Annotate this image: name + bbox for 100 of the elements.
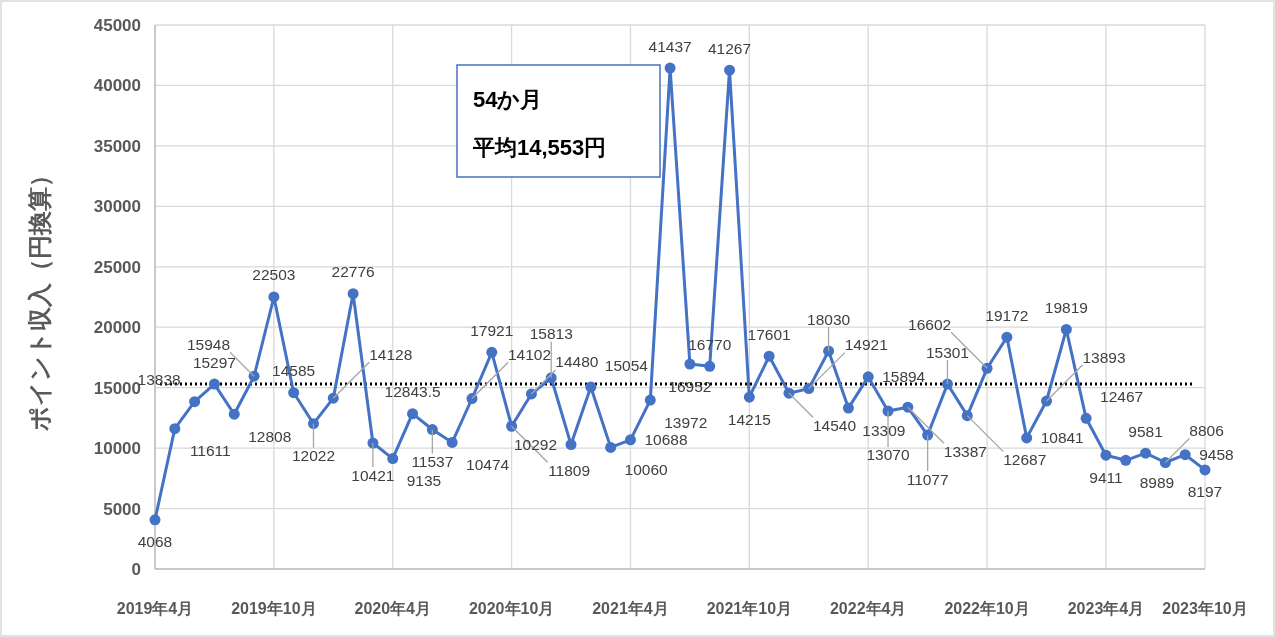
- point: [228, 408, 240, 420]
- data-label: 15894: [882, 368, 926, 386]
- point: [941, 378, 953, 390]
- data-label: 12808: [248, 427, 292, 445]
- note: 54か月 平均14,553円: [456, 64, 661, 178]
- data-label: 8197: [1187, 483, 1223, 501]
- annotation: 平均14,553円: [472, 135, 607, 160]
- point: [1199, 464, 1211, 476]
- point: [1179, 449, 1191, 461]
- data-label: 14215: [727, 410, 771, 428]
- point: [823, 345, 835, 357]
- point: [387, 453, 399, 465]
- point: [407, 408, 419, 420]
- point: [1080, 412, 1092, 424]
- data-label: 14540: [812, 416, 857, 434]
- y-tick-label: 10000: [93, 439, 141, 459]
- data-label: 17921: [470, 321, 514, 339]
- x-tick-label: 2022年10月: [944, 600, 1030, 617]
- point: [624, 434, 636, 446]
- data-label: 15948: [187, 335, 231, 353]
- data-label: 15297: [192, 353, 236, 371]
- point: [724, 64, 736, 76]
- point: [763, 350, 775, 362]
- data-label: 19819: [1044, 298, 1088, 316]
- point: [644, 394, 656, 406]
- data-label: 10841: [1040, 429, 1084, 447]
- data-label: 41267: [707, 39, 752, 57]
- y-tick-label: 0: [131, 560, 141, 579]
- data-label: 8806: [1189, 422, 1224, 440]
- data-label: 10474: [466, 455, 510, 473]
- point: [189, 396, 201, 408]
- data-label: 16602: [908, 315, 952, 333]
- data-label: 18030: [807, 310, 851, 328]
- x-tick-label: 2023年4月: [1067, 600, 1145, 617]
- data-label: 10060: [624, 460, 669, 478]
- point: [208, 378, 220, 390]
- data-label: 10688: [644, 431, 688, 449]
- point: [565, 439, 577, 451]
- point: [1001, 331, 1013, 343]
- y-axis-title: ポイント収入（円換算）: [26, 163, 53, 432]
- y-tick-label: 40000: [93, 76, 141, 96]
- x-tick-label: 2019年4月: [116, 600, 194, 617]
- data-label: 41437: [648, 37, 692, 55]
- y-tick-label: 25000: [93, 257, 141, 277]
- point: [684, 358, 696, 370]
- y-tick-label: 45000: [93, 16, 141, 35]
- data-label: 4068: [137, 533, 173, 551]
- x-tick-label: 2022年4月: [829, 600, 907, 617]
- data-label: 22503: [252, 266, 296, 284]
- data-label: 11077: [906, 470, 949, 488]
- data-label: 14480: [555, 353, 599, 371]
- data-label: 9135: [406, 472, 442, 490]
- data-label: 12687: [1003, 451, 1047, 469]
- point: [268, 291, 280, 303]
- point: [426, 424, 438, 436]
- point: [149, 514, 161, 526]
- data-label: 22776: [331, 263, 375, 281]
- data-label: 14102: [507, 346, 552, 364]
- data-label: 12843.5: [384, 383, 441, 401]
- data-label: 19172: [985, 306, 1029, 324]
- data-label: 11537: [411, 453, 454, 471]
- data-label: 16952: [668, 377, 712, 395]
- x-tick-label: 2020年10月: [468, 600, 555, 617]
- data-label: 11611: [189, 442, 231, 460]
- point: [1140, 447, 1152, 459]
- point: [585, 381, 597, 393]
- data-label: 14128: [369, 345, 413, 363]
- point: [664, 62, 676, 74]
- data-label: 12467: [1100, 387, 1144, 405]
- point: [347, 288, 359, 300]
- point: [327, 392, 339, 404]
- annotation: 54か月: [473, 87, 543, 112]
- data-label: 9411: [1089, 468, 1123, 486]
- data-label: 11809: [548, 461, 591, 479]
- x-tick-label: 2021年4月: [592, 600, 669, 617]
- x-tick-label: 2023年10月: [1162, 600, 1248, 617]
- data-label: 13893: [1082, 348, 1126, 366]
- data-label: 10421: [351, 466, 395, 484]
- point: [288, 387, 300, 399]
- point: [704, 360, 716, 372]
- data-label: 10292: [513, 436, 558, 454]
- point: [1120, 454, 1132, 466]
- point: [1100, 449, 1112, 461]
- point: [169, 423, 181, 435]
- y-tick-label: 35000: [93, 136, 141, 156]
- point: [743, 391, 755, 403]
- data-label: 13972: [664, 413, 708, 431]
- x-tick-label: 2019年10月: [231, 600, 317, 617]
- point: [961, 410, 973, 422]
- data-label: 13387: [943, 442, 987, 460]
- data-label: 9581: [1128, 422, 1163, 440]
- y-tick-label: 20000: [93, 318, 141, 338]
- data-label: 14921: [844, 336, 888, 354]
- point: [1159, 457, 1171, 469]
- point: [862, 371, 874, 383]
- data-label: 12022: [291, 447, 336, 465]
- point: [307, 418, 319, 430]
- point: [803, 383, 815, 395]
- x-tick-label: 2020年4月: [354, 600, 431, 617]
- data-label: 15301: [925, 343, 970, 361]
